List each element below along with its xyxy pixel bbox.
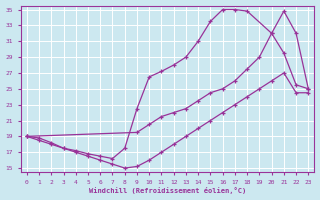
- X-axis label: Windchill (Refroidissement éolien,°C): Windchill (Refroidissement éolien,°C): [89, 187, 246, 194]
